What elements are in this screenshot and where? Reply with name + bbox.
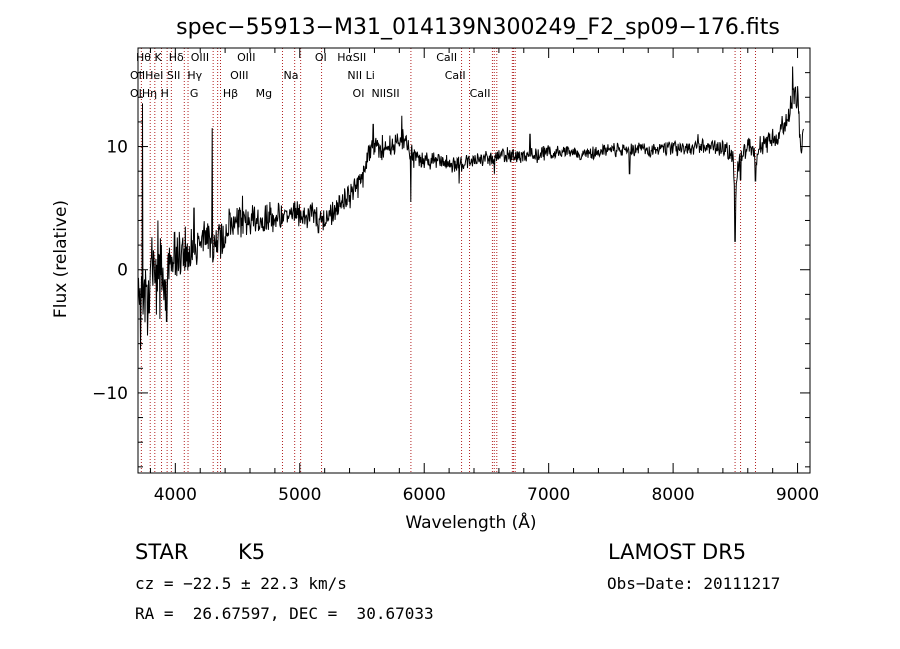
- axis-ticks: [138, 47, 810, 473]
- x-tick-label: 5000: [278, 485, 321, 505]
- redshift-velocity: cz = −22.5 ± 22.3 km/s: [135, 574, 347, 593]
- survey-name: LAMOST DR5: [608, 540, 747, 564]
- line-markers: [140, 48, 756, 473]
- x-tick-label: 4000: [154, 485, 197, 505]
- marker-label-row: OIHη H G Hβ Mg OI NIISII CaII: [130, 87, 491, 100]
- x-tick-label: 8000: [651, 485, 694, 505]
- observation-date: Obs−Date: 20111217: [607, 574, 781, 593]
- spectrum-line: [137, 66, 804, 350]
- marker-label-row: OIIHeI SII Hγ OIII Na NII Li CaII: [130, 69, 466, 82]
- y-tick-label: 0: [117, 261, 128, 281]
- y-tick-label: −10: [92, 384, 128, 404]
- x-tick-label: 7000: [527, 485, 570, 505]
- sky-coordinates: RA = 26.67597, DEC = 30.67033: [135, 604, 434, 623]
- axis-tick-labels: 4000 5000 6000 7000 8000 9000 −10 0 10: [92, 138, 819, 505]
- object-class: STAR: [135, 540, 189, 564]
- chart-title: spec−55913−M31_014139N300249_F2_sp09−176…: [176, 15, 780, 40]
- y-tick-label: 10: [106, 138, 128, 158]
- x-axis-label: Wavelength (Å): [405, 511, 536, 533]
- marker-labels: Hθ K Hδ OIII OIII OI HαSII CaII OIIHeI SI…: [130, 51, 491, 100]
- object-subclass: K5: [238, 540, 266, 564]
- x-tick-label: 9000: [776, 485, 819, 505]
- x-tick-label: 6000: [403, 485, 446, 505]
- marker-label-row: Hθ K Hδ OIII OIII OI HαSII CaII: [136, 51, 457, 64]
- y-axis-label: Flux (relative): [51, 200, 71, 318]
- plot-frame: [137, 47, 811, 474]
